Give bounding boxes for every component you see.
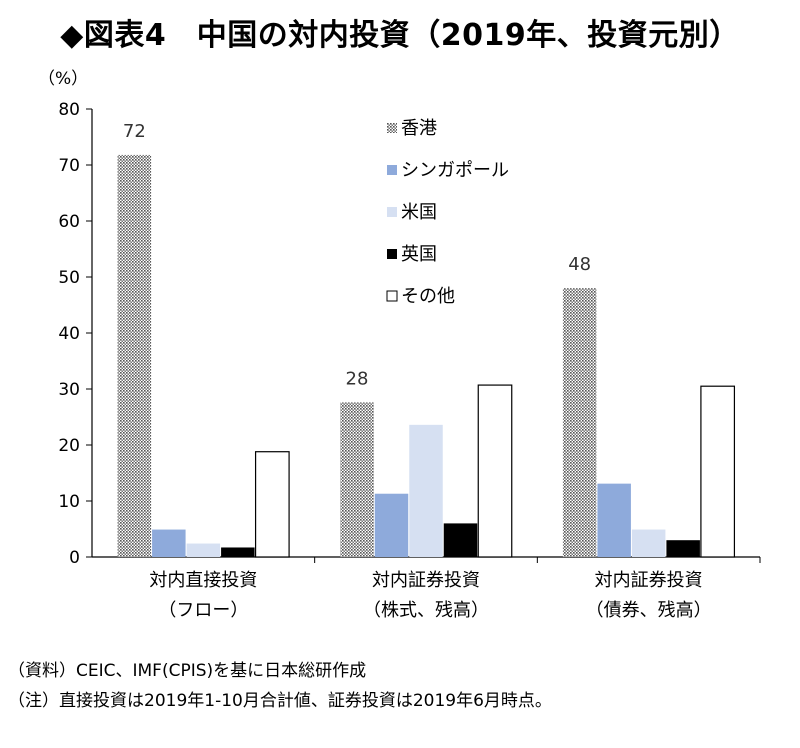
y-tick-label: 80 bbox=[58, 100, 80, 120]
y-unit-label: （%） bbox=[38, 69, 88, 89]
legend-swatch bbox=[387, 165, 397, 175]
category-label: （株式、残高） bbox=[363, 600, 489, 621]
legend-entry: シンガポール bbox=[401, 160, 509, 181]
bar-1-2 bbox=[597, 483, 631, 557]
legend-swatch bbox=[386, 290, 398, 302]
legend-swatch bbox=[387, 249, 397, 259]
y-tick-label: 40 bbox=[58, 324, 80, 344]
y-tick-label: 70 bbox=[58, 156, 80, 176]
bar-3-2 bbox=[666, 540, 700, 557]
legend-swatch bbox=[387, 207, 397, 217]
data-label: 28 bbox=[346, 368, 369, 389]
bar-3-0 bbox=[221, 547, 255, 557]
bar-2-0 bbox=[186, 543, 221, 557]
bar-4-0 bbox=[254, 451, 290, 558]
legend-entry: 香港 bbox=[401, 118, 437, 139]
category-label: 対内証券投資 bbox=[372, 570, 480, 591]
bar-2-2 bbox=[631, 529, 666, 557]
source-note: （資料）CEIC、IMF(CPIS)を基に日本総研作成 bbox=[8, 661, 367, 681]
category-label: 対内直接投資 bbox=[149, 570, 257, 591]
category-label: 対内証券投資 bbox=[595, 570, 703, 591]
notes: （資料）CEIC、IMF(CPIS)を基に日本総研作成 （注）直接投資は2019… bbox=[8, 656, 552, 716]
bar-0-2 bbox=[562, 288, 597, 557]
bar-1-0 bbox=[152, 529, 186, 557]
category-label: （債券、残高） bbox=[586, 600, 712, 621]
footnote: （注）直接投資は2019年1-10月合計値、証券投資は2019年6月時点。 bbox=[8, 691, 552, 711]
y-tick-label: 30 bbox=[58, 380, 80, 400]
bar-0-0 bbox=[117, 154, 152, 558]
bar-2-1 bbox=[409, 424, 443, 557]
legend-swatch bbox=[387, 123, 397, 133]
bar-1-1 bbox=[374, 493, 409, 557]
legend-entry: その他 bbox=[401, 286, 455, 307]
y-tick-label: 60 bbox=[58, 212, 80, 232]
bar-4-2 bbox=[700, 385, 736, 558]
y-tick-label: 50 bbox=[58, 268, 80, 288]
legend-entry: 米国 bbox=[401, 202, 437, 223]
y-tick-label: 0 bbox=[69, 548, 80, 568]
bars bbox=[117, 154, 736, 558]
y-tick-label: 10 bbox=[58, 492, 80, 512]
bar-chart: （%） 0 10 20 30 40 50 60 70 80 72 28 48 対内直接投資 （フロー）… bbox=[38, 69, 761, 621]
data-labels: 72 28 48 bbox=[123, 121, 591, 390]
category-label: （フロー） bbox=[158, 600, 248, 621]
category-labels: 対内直接投資 （フロー） 対内証券投資 （株式、残高） 対内証券投資 （債券、残高） bbox=[149, 570, 711, 621]
y-tick-label: 20 bbox=[58, 436, 80, 456]
legend-entry: 英国 bbox=[401, 244, 437, 265]
bar-4-1 bbox=[477, 384, 513, 558]
data-label: 72 bbox=[123, 121, 146, 142]
page-title: ◆図表4 中国の対内投資（2019年、投資元別） bbox=[60, 18, 740, 53]
data-label: 48 bbox=[568, 254, 591, 275]
bar-0-1 bbox=[340, 402, 374, 557]
bar-3-1 bbox=[443, 523, 478, 557]
